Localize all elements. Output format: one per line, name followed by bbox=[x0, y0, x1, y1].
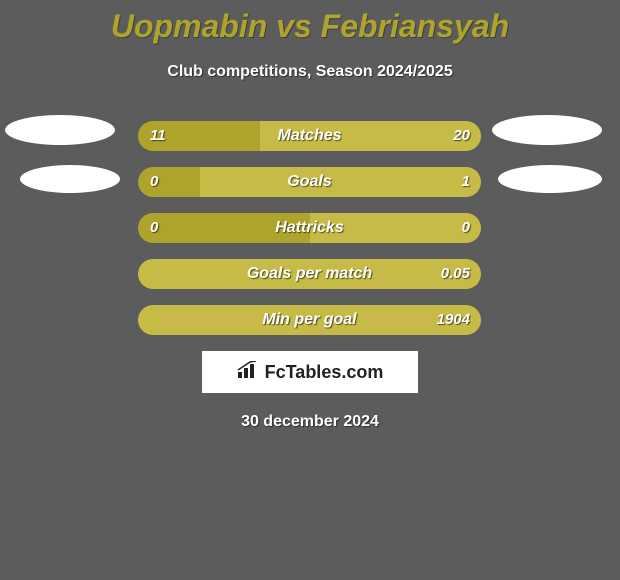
logo-box: FcTables.com bbox=[202, 351, 418, 393]
subtitle: Club competitions, Season 2024/2025 bbox=[0, 63, 620, 81]
stat-row: 1120Matches bbox=[0, 121, 620, 151]
row-label: Min per goal bbox=[138, 305, 481, 335]
row-label: Matches bbox=[138, 121, 481, 151]
stat-row: 1904Min per goal bbox=[0, 305, 620, 335]
player-right-ellipse bbox=[498, 165, 602, 193]
page-title: Uopmabin vs Febriansyah bbox=[0, 0, 620, 45]
row-label: Hattricks bbox=[138, 213, 481, 243]
bar-chart-icon bbox=[237, 361, 259, 384]
player-right-ellipse bbox=[492, 115, 602, 145]
date-text: 30 december 2024 bbox=[0, 413, 620, 431]
player-left-ellipse bbox=[20, 165, 120, 193]
player-left-ellipse bbox=[5, 115, 115, 145]
stat-row: 00Hattricks bbox=[0, 213, 620, 243]
row-label: Goals per match bbox=[138, 259, 481, 289]
row-label: Goals bbox=[138, 167, 481, 197]
comparison-infographic: Uopmabin vs Febriansyah Club competition… bbox=[0, 0, 620, 580]
stat-row: 01Goals bbox=[0, 167, 620, 197]
stat-row: 0.05Goals per match bbox=[0, 259, 620, 289]
chart-area: 1120Matches 01Goals 00Hattricks 0.05Goals p… bbox=[0, 121, 620, 335]
logo-text: FcTables.com bbox=[265, 362, 384, 383]
